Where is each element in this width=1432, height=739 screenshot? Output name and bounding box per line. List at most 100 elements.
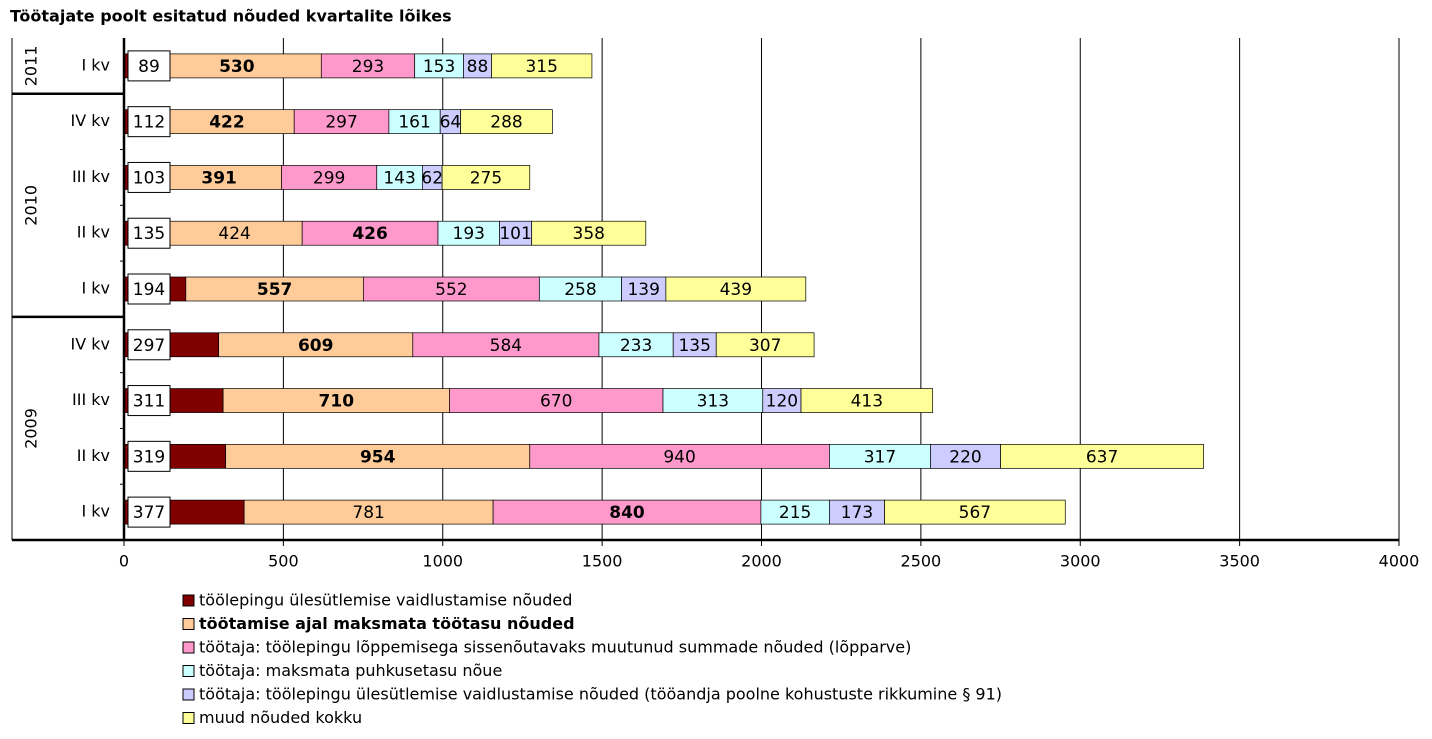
bar-segment (156, 165, 282, 190)
value-label: 233 (620, 336, 652, 356)
value-label: 193 (453, 224, 485, 244)
value-label: 637 (1086, 447, 1118, 467)
bar-segment (460, 109, 553, 135)
bar-segment (166, 220, 303, 246)
legend-swatch (182, 688, 195, 701)
value-label: 317 (864, 447, 896, 467)
bar-segment (281, 165, 378, 190)
value-label: 173 (841, 503, 873, 523)
value-label: 781 (352, 503, 384, 523)
value-label: 311 (133, 392, 165, 412)
value-label: 194 (133, 280, 165, 300)
legend-swatch (182, 594, 195, 607)
x-tick-label: 500 (268, 552, 299, 571)
x-tick-label: 3500 (1219, 552, 1260, 571)
y-tick-label: I kv (81, 502, 110, 521)
value-label: 940 (663, 447, 695, 467)
group-label: 2011 (22, 46, 41, 87)
bar-segment (437, 220, 500, 246)
bar-segment (1000, 443, 1204, 469)
value-label: 120 (766, 392, 798, 412)
value-label-box (127, 106, 171, 138)
value-label: 307 (749, 336, 781, 356)
bar-segment (243, 499, 494, 525)
bar-segment (665, 276, 807, 302)
bar-segment (218, 332, 414, 358)
value-label: 530 (219, 57, 255, 77)
legend-label: muud nõuded kokku (199, 708, 362, 727)
bar-segment (715, 332, 815, 358)
bar-segment (376, 165, 423, 190)
value-label-box (127, 329, 171, 361)
value-label-box (127, 161, 171, 193)
bar-segment (662, 388, 764, 413)
bar-segment (463, 53, 492, 79)
value-label: 422 (209, 113, 245, 133)
legend-label: töölepingu ülesütlemise vaidlustamise nõ… (199, 591, 572, 610)
value-label: 103 (133, 168, 165, 188)
value-label: 293 (352, 57, 384, 77)
value-label-box (127, 496, 171, 528)
bar-segment (388, 109, 441, 135)
value-label: 315 (525, 57, 557, 77)
value-label: 319 (133, 447, 165, 467)
value-label: 288 (490, 113, 522, 133)
value-label: 153 (423, 57, 455, 77)
legend-label: töötaja: töölepingu ülesütlemise vaidlus… (199, 685, 1002, 704)
value-label: 670 (540, 392, 572, 412)
value-label: 135 (133, 224, 165, 244)
legend-swatch (182, 665, 195, 677)
value-label: 439 (720, 280, 752, 300)
value-label: 557 (257, 280, 293, 300)
value-label: 161 (398, 113, 430, 133)
value-label: 139 (627, 280, 659, 300)
y-tick-label: I kv (81, 55, 110, 74)
bar-segment (538, 276, 622, 302)
y-tick-label: I kv (81, 279, 110, 298)
value-label: 609 (298, 336, 334, 356)
value-label: 426 (352, 224, 388, 244)
group-label: 2009 (22, 408, 41, 449)
bar-segment (491, 53, 593, 79)
y-tick-label: II kv (77, 446, 110, 465)
value-label: 584 (490, 336, 522, 356)
value-label-box (127, 440, 171, 472)
x-tick-label: 0 (119, 552, 129, 571)
value-label-box (127, 273, 171, 305)
value-label: 299 (313, 168, 345, 188)
bar-segment (185, 276, 364, 302)
y-tick-label: IV kv (71, 334, 110, 353)
value-label: 567 (959, 503, 991, 523)
y-tick-label: III kv (72, 167, 110, 186)
value-label: 954 (360, 447, 396, 467)
chart-title: Töötajate poolt esitatud nõuded kvartali… (10, 7, 452, 26)
value-label: 258 (564, 280, 596, 300)
value-label: 413 (851, 392, 883, 412)
bar-segment (531, 220, 647, 246)
bar-segment (800, 388, 934, 413)
value-label: 313 (697, 392, 729, 412)
value-label: 89 (138, 57, 160, 77)
y-tick-label: III kv (72, 390, 110, 409)
value-label: 112 (133, 113, 165, 133)
x-tick-label: 2500 (901, 552, 942, 571)
value-label: 297 (133, 336, 165, 356)
bar-segment (320, 53, 416, 79)
bar-segment (159, 109, 295, 135)
x-tick-label: 2000 (741, 552, 782, 571)
bar-segment (499, 220, 533, 246)
x-tick-label: 3000 (1060, 552, 1101, 571)
x-tick-label: 1500 (582, 552, 623, 571)
value-label-box (127, 50, 171, 82)
value-label: 143 (383, 168, 415, 188)
value-label: 377 (133, 503, 165, 523)
bar-segment (293, 109, 390, 135)
value-label: 220 (949, 447, 981, 467)
bar-segment (598, 332, 674, 358)
bar-segment (441, 165, 531, 190)
value-label-box (127, 385, 171, 417)
value-label: 710 (319, 392, 355, 412)
bar-segment (930, 443, 1001, 469)
bar-segment (529, 443, 830, 469)
